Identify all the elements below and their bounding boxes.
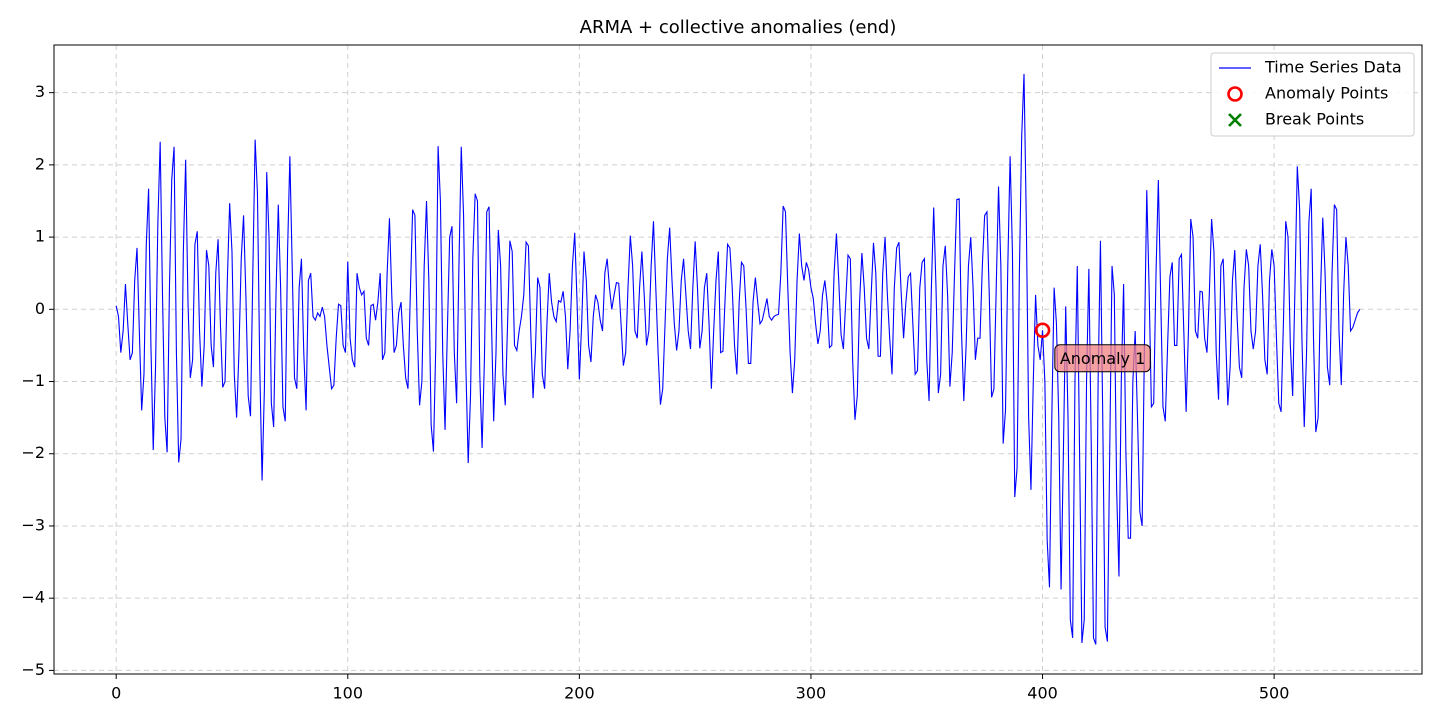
legend-label: Break Points: [1265, 110, 1364, 129]
y-tick-label: −4: [21, 588, 45, 607]
x-tick-label: 100: [332, 684, 363, 703]
chart-title: ARMA + collective anomalies (end): [580, 17, 897, 38]
anomaly-point: [1034, 322, 1051, 339]
plot-frame: [53, 44, 1423, 675]
x-tick-label: 400: [1027, 684, 1058, 703]
y-tick-label: −5: [21, 660, 45, 679]
legend-box: [1210, 52, 1415, 137]
y-tick-label: 2: [35, 154, 45, 173]
legend-label: Time Series Data: [1264, 58, 1402, 77]
x-tick-label: 200: [564, 684, 595, 703]
annotation: Anomaly 1: [1054, 344, 1151, 373]
annotation-box: [1054, 344, 1151, 373]
data-line: [115, 73, 1361, 645]
y-tick-label: −2: [21, 443, 45, 462]
y-tick-label: 1: [35, 227, 45, 246]
y-tick-label: 0: [35, 299, 45, 318]
legend-swatch: [1228, 113, 1242, 127]
x-tick-label: 500: [1259, 684, 1290, 703]
y-tick-label: −1: [21, 371, 45, 390]
y-tick-label: 3: [35, 82, 45, 101]
annotation-text: Anomaly 1: [1060, 349, 1145, 368]
y-tick-label: −3: [21, 515, 45, 534]
legend-swatch: [1227, 86, 1243, 102]
x-tick-label: 0: [111, 684, 121, 703]
x-tick-label: 300: [796, 684, 827, 703]
legend: Time Series Data Anomaly Points Break Poin…: [1210, 52, 1415, 137]
legend-label: Anomaly Points: [1265, 84, 1388, 103]
